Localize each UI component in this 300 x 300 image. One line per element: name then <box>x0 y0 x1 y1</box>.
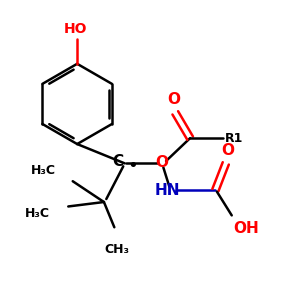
Text: R1: R1 <box>225 132 244 145</box>
Text: OH: OH <box>233 221 259 236</box>
Text: O: O <box>155 155 168 170</box>
Text: H₃C: H₃C <box>31 164 56 177</box>
Text: HO: HO <box>64 22 87 36</box>
Text: •: • <box>127 157 137 175</box>
Text: H₃C: H₃C <box>25 207 50 220</box>
Text: C: C <box>112 154 123 169</box>
Text: O: O <box>221 143 234 158</box>
Text: HN: HN <box>155 183 181 198</box>
Text: O: O <box>167 92 180 107</box>
Text: CH₃: CH₃ <box>105 243 130 256</box>
